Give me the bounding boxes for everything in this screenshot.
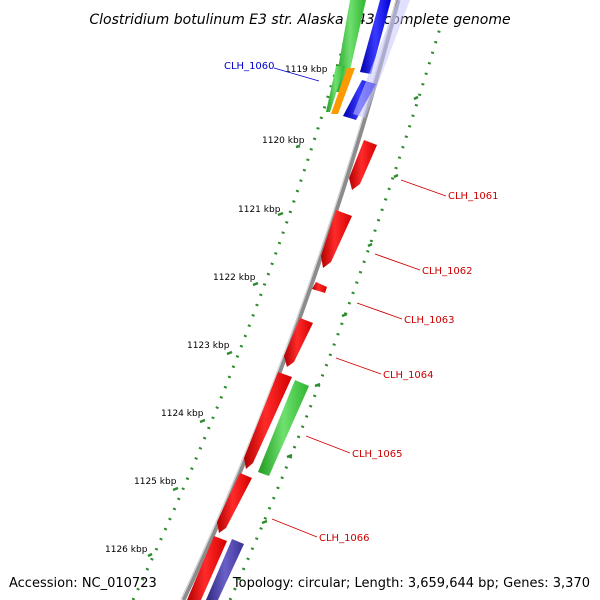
- leader-clh-1062: [374, 253, 421, 271]
- tick-label: 1121 kbp: [238, 205, 281, 215]
- tick-label: 1119 kbp: [285, 65, 328, 75]
- top-gene-cluster[interactable]: [326, 0, 410, 120]
- cds-red-bottom: [187, 536, 227, 600]
- cds-green-strip: [326, 66, 345, 112]
- genome-summary-text: Topology: circular; Length: 3,659,644 bp…: [232, 576, 590, 591]
- gene-label-clh-1066[interactable]: CLH_1066: [319, 533, 370, 544]
- cds-blue-upper: [360, 0, 391, 74]
- leader-clh-1060: [273, 67, 320, 82]
- gene-label-clh-1063[interactable]: CLH_1063: [404, 315, 455, 326]
- tick-label: 1123 kbp: [187, 341, 230, 351]
- cds-clh-1065-green: [258, 380, 309, 476]
- gene-labels: CLH_1060 CLH_1061 CLH_1062 CLH_1063 CLH_…: [224, 61, 499, 544]
- gc-inner-dashes: [147, 144, 301, 558]
- leader-clh-1061: [400, 179, 447, 197]
- cds-clh-1062: [321, 210, 352, 268]
- gene-label-clh-1065[interactable]: CLH_1065: [352, 449, 403, 460]
- cds-highlight-band: [353, 0, 410, 118]
- label-leaders: [271, 67, 447, 538]
- gc-outer-dashes: [261, 95, 419, 525]
- gene-label-clh-1060[interactable]: CLH_1060: [224, 61, 275, 72]
- tick-label: 1124 kbp: [161, 409, 204, 419]
- tick-label: 1122 kbp: [213, 273, 256, 283]
- accession-text: Accession: NC_010723: [9, 576, 157, 591]
- leader-clh-1064: [335, 357, 382, 375]
- tick-label: 1125 kbp: [134, 477, 177, 487]
- cds-features[interactable]: [187, 140, 377, 600]
- cds-orange: [331, 68, 355, 114]
- tick-label: 1120 kbp: [262, 136, 305, 146]
- leader-clh-1065: [305, 435, 351, 454]
- gene-label-clh-1064[interactable]: CLH_1064: [383, 370, 434, 381]
- gene-label-clh-1061[interactable]: CLH_1061: [448, 191, 499, 202]
- cds-clh-1061: [349, 140, 377, 190]
- map-title: Clostridium botulinum E3 str. Alaska E43…: [89, 12, 510, 28]
- gene-label-clh-1062[interactable]: CLH_1062: [422, 266, 473, 277]
- leader-clh-1066: [271, 518, 318, 538]
- cds-clh-1063: [312, 282, 327, 293]
- gc-track-inner: [131, 39, 347, 600]
- cds-clh-1064: [284, 318, 313, 367]
- tick-label: 1126 kbp: [105, 545, 148, 555]
- kbp-labels: 1119 kbp 1120 kbp 1121 kbp 1122 kbp 1123…: [105, 65, 328, 555]
- cds-purple-bottom: [206, 539, 244, 600]
- leader-clh-1063: [356, 302, 403, 320]
- cds-clh-1066: [217, 473, 252, 533]
- cds-clh-1065-red: [244, 372, 292, 469]
